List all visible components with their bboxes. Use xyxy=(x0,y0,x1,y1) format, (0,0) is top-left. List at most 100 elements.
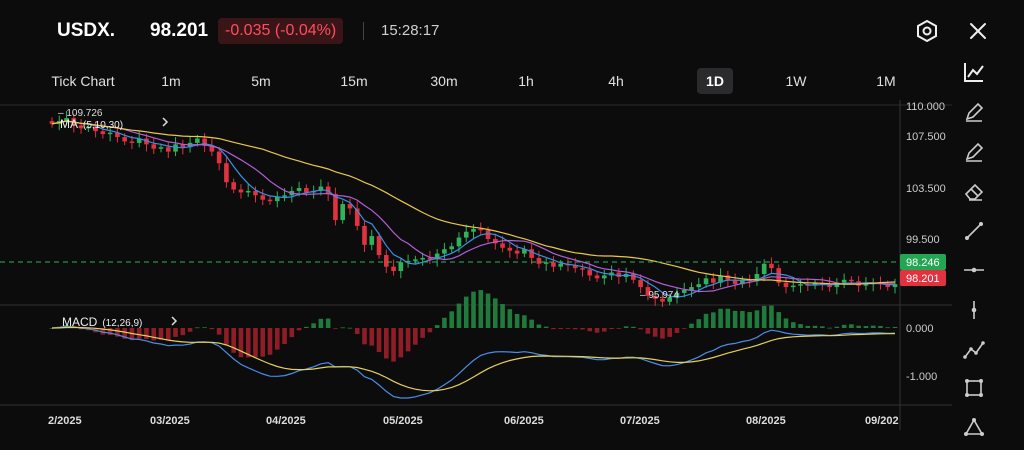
pencil-icon[interactable] xyxy=(959,97,989,127)
macd-histogram-bar xyxy=(536,324,542,328)
candle-body xyxy=(594,275,600,279)
eraser-icon[interactable] xyxy=(959,176,989,206)
candle-body xyxy=(245,190,251,193)
macd-histogram-bar xyxy=(49,328,55,329)
close-icon[interactable] xyxy=(963,16,993,46)
candle-body xyxy=(376,236,382,256)
macd-histogram-bar xyxy=(195,327,200,329)
macd-histogram-bar xyxy=(413,328,418,345)
candle-body xyxy=(195,138,200,143)
macd-tick-label: 0.000 xyxy=(906,323,934,335)
macd-histogram-bar xyxy=(383,328,389,359)
candle-body xyxy=(740,279,745,285)
vertical-line-icon[interactable] xyxy=(959,295,989,325)
macd-histogram-bar xyxy=(224,328,229,345)
tab-1m[interactable]: 1m xyxy=(161,73,181,89)
candle-body xyxy=(827,284,832,288)
tab-15m[interactable]: 15m xyxy=(340,73,368,89)
candle-body xyxy=(231,182,236,190)
macd-histogram-bar xyxy=(711,312,716,328)
macd-histogram-bar xyxy=(892,326,898,328)
candle-body xyxy=(885,284,891,288)
macd-dif-line xyxy=(51,325,896,399)
candle-body xyxy=(158,147,164,149)
line-chart-icon[interactable] xyxy=(959,57,989,87)
macd-histogram-bar xyxy=(442,317,447,328)
time-tick-label: 08/2025 xyxy=(746,415,786,427)
macd-histogram-bar xyxy=(136,328,142,339)
tab-1h[interactable]: 1h xyxy=(518,73,534,89)
tab-5m[interactable]: 5m xyxy=(251,73,271,89)
polyline-icon[interactable] xyxy=(959,335,989,365)
time-tick-label: 06/2025 xyxy=(504,415,544,427)
tab-tick-chart[interactable]: Tick Chart xyxy=(51,73,115,89)
candle-body xyxy=(318,186,324,191)
symbol-name: USDX. xyxy=(57,20,116,41)
candle-body xyxy=(572,265,578,269)
candle-body xyxy=(151,144,157,149)
header-divider xyxy=(363,22,364,40)
horizontal-line-icon[interactable] xyxy=(959,255,989,285)
ma-expand-chevron-icon[interactable] xyxy=(162,117,169,127)
candle-body xyxy=(761,263,767,274)
macd-histogram-bar xyxy=(398,328,404,358)
macd-histogram-bar xyxy=(587,328,593,332)
macd-histogram-bar xyxy=(703,313,709,328)
macd-histogram-bar xyxy=(165,328,171,341)
pencil-2-icon[interactable] xyxy=(959,137,989,167)
candle-body xyxy=(551,262,556,267)
macd-histogram-bar xyxy=(878,325,883,328)
macd-histogram-bar xyxy=(325,318,331,328)
rectangle-icon[interactable] xyxy=(959,373,989,403)
candle-body xyxy=(398,262,404,272)
macd-histogram-bar xyxy=(841,324,847,328)
macd-histogram-bar xyxy=(638,328,643,330)
macd-histogram-bar xyxy=(115,328,120,337)
low-marker: – 95.974 xyxy=(640,290,679,301)
macd-histogram-bar xyxy=(834,326,840,328)
macd-histogram-bar xyxy=(304,326,309,328)
candle-body xyxy=(86,126,91,129)
candle-body xyxy=(514,250,520,254)
macd-histogram-bar xyxy=(158,328,164,340)
ma-indicator-label[interactable]: MA (5,10,30) xyxy=(60,117,123,131)
macd-histogram-bar xyxy=(602,328,607,332)
macd-histogram-bar xyxy=(354,328,360,335)
moving-average-lines xyxy=(51,120,896,298)
quote-time: 15:28:17 xyxy=(381,22,440,39)
macd-histogram-bar xyxy=(238,328,244,358)
macd-histogram-bar xyxy=(289,328,295,338)
candle-body xyxy=(529,249,534,258)
candle-body xyxy=(369,236,375,245)
candle-body xyxy=(587,269,593,276)
tab-30m[interactable]: 30m xyxy=(430,73,458,89)
macd-indicator-label[interactable]: MACD (12,26,9) xyxy=(62,315,142,329)
candle-body xyxy=(427,257,433,260)
macd-histogram-bar xyxy=(434,325,440,328)
hexagon-settings-icon[interactable] xyxy=(912,16,942,46)
triangle-icon[interactable] xyxy=(959,413,989,443)
candle-body xyxy=(238,189,244,193)
macd-histogram-bar xyxy=(369,328,375,346)
candle-body xyxy=(354,208,360,226)
macd-histogram-bar xyxy=(216,328,222,335)
macd-histogram-bar xyxy=(318,318,324,328)
tab-1d[interactable]: 1D xyxy=(697,68,733,94)
price-change-badge: -0.035 (-0.04%) xyxy=(218,18,344,44)
macd-histogram-bar xyxy=(405,328,411,352)
tab-4h[interactable]: 4h xyxy=(608,73,624,89)
candle-body xyxy=(660,298,665,302)
trend-line-icon[interactable] xyxy=(959,216,989,246)
candle-body xyxy=(115,132,120,138)
macd-histogram-bar xyxy=(776,312,782,328)
macd-histogram-bar xyxy=(144,328,149,340)
macd-histogram-bar xyxy=(311,323,316,328)
tab-1mo[interactable]: 1M xyxy=(876,73,896,89)
macd-histogram-bar xyxy=(471,291,476,328)
candle-body xyxy=(645,287,651,296)
tab-1w[interactable]: 1W xyxy=(785,73,807,89)
macd-expand-chevron-icon[interactable] xyxy=(171,316,178,326)
macd-histogram-bar xyxy=(514,313,520,328)
candle-body xyxy=(434,253,440,260)
